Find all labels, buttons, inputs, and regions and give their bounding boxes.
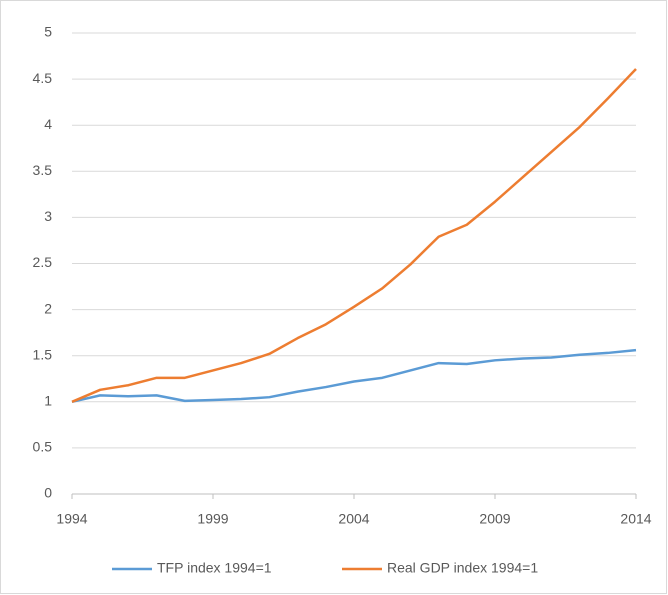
y-tick-label: 1: [44, 393, 52, 409]
y-tick-label: 1.5: [33, 346, 53, 362]
y-tick-label: 0: [44, 485, 52, 501]
y-tick-label: 4.5: [33, 70, 53, 86]
y-tick-label: 0.5: [33, 439, 53, 455]
x-tick-label: 2009: [479, 511, 510, 527]
x-tick-label: 2014: [620, 511, 651, 527]
series-line: [71, 348, 637, 404]
y-tick-label: 2: [44, 300, 52, 316]
y-tick-label: 5: [44, 24, 52, 40]
y-tick-label: 3: [44, 208, 52, 224]
x-tick-label: 1999: [197, 511, 228, 527]
x-tick-label: 1994: [56, 511, 87, 527]
y-tick-label: 2.5: [33, 254, 53, 270]
y-tick-label: 3.5: [33, 162, 53, 178]
series-line: [71, 68, 637, 403]
legend-label: TFP index 1994=1: [157, 560, 272, 576]
x-tick-label: 2004: [338, 511, 369, 527]
y-tick-label: 4: [44, 116, 52, 132]
legend-label: Real GDP index 1994=1: [387, 560, 538, 576]
